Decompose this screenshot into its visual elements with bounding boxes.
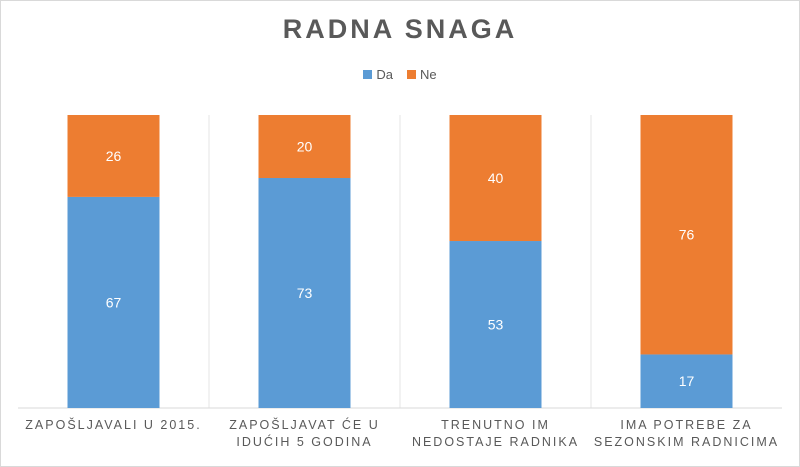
bar-ne-2 [258, 115, 351, 179]
category-label-3-line-2: NEDOSTAJE RADNIKA [412, 435, 579, 449]
data-label-da-1: 67 [106, 294, 122, 310]
legend-swatch-da [363, 70, 373, 79]
category-label-2-line-2: IDUĆIH 5 GODINA [236, 434, 372, 449]
data-label-ne-4: 76 [679, 227, 695, 243]
category-label-4-line-1: IMA POTREBE ZA [620, 418, 752, 432]
legend-item-ne: Ne [407, 67, 437, 82]
data-label-da-2: 73 [297, 285, 313, 301]
data-label-da-3: 53 [488, 317, 504, 333]
bar-da-3 [449, 241, 542, 408]
category-label-4-line-2: SEZONSKIM RADNICIMA [594, 435, 779, 449]
legend-label-ne: Ne [420, 67, 437, 82]
category-label-2-line-1: ZAPOŠLJAVAT ĆE U [229, 417, 380, 432]
data-label-ne-2: 20 [297, 139, 313, 155]
chart-legend: Da Ne [0, 67, 800, 82]
bar-da-4 [640, 354, 733, 408]
bar-ne-1 [67, 115, 160, 197]
bar-da-1 [67, 196, 160, 408]
data-label-da-4: 17 [679, 373, 695, 389]
bar-ne-4 [640, 115, 733, 355]
data-label-ne-3: 40 [488, 170, 504, 186]
category-label-1-line-1: ZAPOŠLJAVALI U 2015. [25, 417, 201, 432]
data-label-ne-1: 26 [106, 148, 122, 164]
bar-da-2 [258, 178, 351, 408]
legend-item-da: Da [363, 67, 393, 82]
bar-ne-3 [449, 115, 542, 242]
category-label-3-line-1: TRENUTNO IM [441, 418, 550, 432]
legend-label-da: Da [376, 67, 393, 82]
chart-title: RADNA SNAGA [282, 14, 518, 44]
legend-swatch-ne [407, 70, 416, 79]
